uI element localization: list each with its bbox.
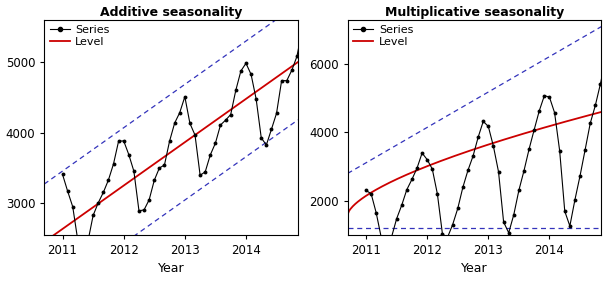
X-axis label: Year: Year: [158, 262, 185, 275]
X-axis label: Year: Year: [461, 262, 488, 275]
Title: Multiplicative seasonality: Multiplicative seasonality: [385, 6, 564, 19]
Legend: Series, Level: Series, Level: [47, 23, 112, 49]
Title: Additive seasonality: Additive seasonality: [100, 6, 242, 19]
Legend: Series, Level: Series, Level: [351, 23, 415, 49]
